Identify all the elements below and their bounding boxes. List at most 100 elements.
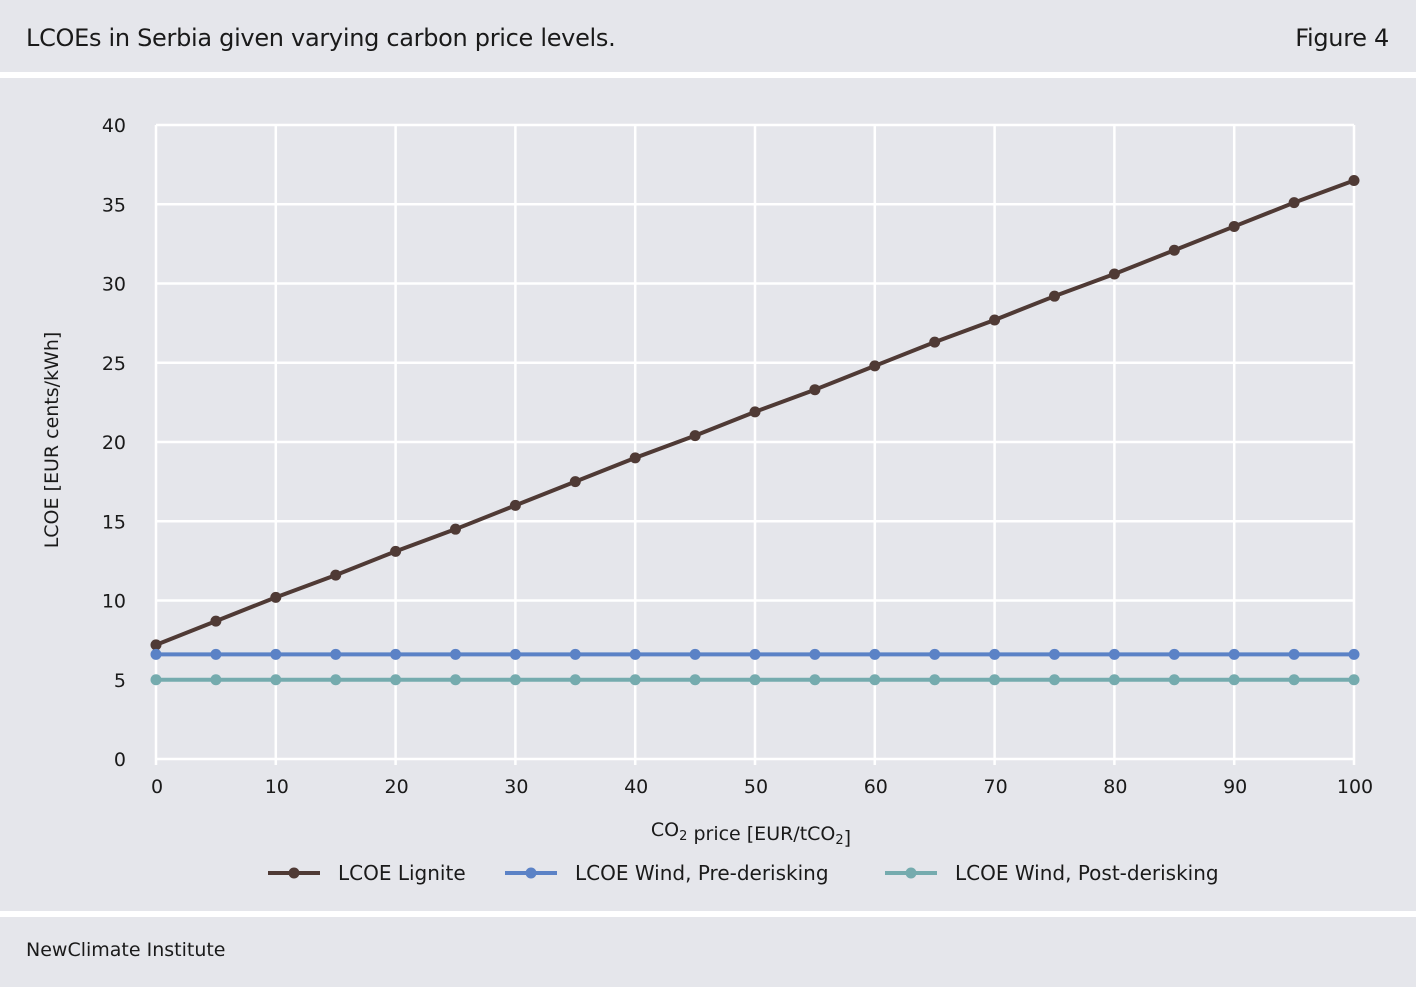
data-point — [989, 314, 1001, 326]
chart-area: 0 5 10 15 20 25 30 35 40 0 10 20 30 40 50 60 70 80 90 100 L… — [0, 78, 1416, 911]
data-point — [450, 648, 461, 660]
data-point — [1049, 648, 1060, 660]
data-point — [749, 406, 761, 418]
data-point — [749, 674, 761, 686]
x-tick-label: 10 — [265, 776, 289, 798]
x-tick-label: 40 — [624, 776, 648, 798]
data-point — [1288, 674, 1300, 686]
legend-swatch-marker — [525, 867, 537, 879]
data-point — [210, 674, 222, 686]
data-point — [989, 648, 1001, 660]
y-axis-label: LCOE [EUR cents/kWh] — [41, 332, 63, 549]
data-point — [1228, 220, 1240, 232]
data-point — [689, 430, 701, 442]
data-point — [1049, 290, 1060, 302]
y-tick-label: 30 — [102, 274, 126, 296]
data-point — [1348, 648, 1360, 660]
data-point — [390, 648, 402, 660]
data-point — [869, 648, 881, 660]
data-point — [809, 648, 821, 660]
data-point — [1049, 674, 1060, 686]
data-point — [509, 674, 521, 686]
x-tick-label: 100 — [1337, 776, 1373, 798]
figure-number: Figure 4 — [1295, 24, 1389, 52]
line-chart: 0 5 10 15 20 25 30 35 40 0 10 20 30 40 50 60 70 80 90 100 L… — [41, 115, 1373, 885]
y-tick-label: 0 — [114, 749, 126, 771]
data-point — [1108, 674, 1120, 686]
source-credit: NewClimate Institute — [26, 939, 226, 961]
data-point — [569, 648, 581, 660]
legend-swatch-marker — [288, 867, 300, 879]
x-tick-label: 50 — [744, 776, 768, 798]
data-point — [390, 674, 402, 686]
data-point — [270, 648, 282, 660]
x-tick-label: 70 — [984, 776, 1008, 798]
x-tick-label: 90 — [1223, 776, 1247, 798]
data-point — [929, 674, 941, 686]
data-point — [450, 523, 461, 535]
y-tick-label: 15 — [102, 511, 126, 533]
data-point — [1288, 197, 1300, 209]
data-point — [450, 674, 461, 686]
data-point — [1228, 674, 1240, 686]
data-point — [330, 569, 342, 581]
data-point — [210, 648, 222, 660]
x-tick-label: 20 — [385, 776, 409, 798]
x-axis-label: CO2 price [EUR/tCO2] — [651, 819, 851, 849]
data-point — [509, 648, 521, 660]
data-point — [869, 360, 881, 372]
data-point — [929, 648, 941, 660]
data-point — [150, 674, 162, 686]
y-tick-label: 40 — [102, 115, 126, 137]
legend: LCOE Lignite LCOE Wind, Pre-derisking LCOE… — [268, 861, 1219, 885]
data-point — [629, 674, 641, 686]
data-point — [330, 674, 342, 686]
data-point — [989, 674, 1001, 686]
legend-label: LCOE Wind, Pre-derisking — [575, 861, 829, 885]
data-point — [1168, 648, 1180, 660]
series-2 — [150, 648, 1360, 660]
data-point — [1348, 674, 1360, 686]
data-point — [1108, 648, 1120, 660]
data-point — [869, 674, 881, 686]
series-1 — [150, 174, 1360, 651]
data-point — [629, 452, 641, 464]
data-point — [270, 591, 282, 603]
data-point — [689, 648, 701, 660]
data-point — [1108, 268, 1120, 280]
data-point — [150, 648, 162, 660]
data-point — [929, 336, 941, 348]
legend-swatch-marker — [905, 867, 917, 879]
tick-labels: 0 5 10 15 20 25 30 35 40 0 10 20 30 40 50 60 70 80 90 100 — [102, 115, 1373, 798]
data-point — [569, 476, 581, 488]
data-point — [150, 639, 162, 651]
legend-label: LCOE Wind, Post-derisking — [955, 861, 1219, 885]
figure-header: LCOEs in Serbia given varying carbon pri… — [0, 0, 1416, 72]
data-point — [1288, 648, 1300, 660]
y-tick-label: 10 — [102, 591, 126, 613]
x-tick-label: 0 — [151, 776, 163, 798]
data-point — [809, 674, 821, 686]
figure-footer: NewClimate Institute — [0, 917, 1416, 987]
x-tick-label: 30 — [504, 776, 528, 798]
x-tick-label: 80 — [1103, 776, 1127, 798]
data-point — [330, 648, 342, 660]
series-lines — [150, 174, 1360, 686]
data-point — [390, 545, 402, 557]
x-tick-label: 60 — [864, 776, 888, 798]
data-point — [1168, 674, 1180, 686]
data-point — [1228, 648, 1240, 660]
data-point — [210, 615, 222, 627]
data-point — [569, 674, 581, 686]
figure-title: LCOEs in Serbia given varying carbon pri… — [26, 24, 616, 52]
y-tick-label: 20 — [102, 432, 126, 454]
y-tick-label: 35 — [102, 194, 126, 216]
legend-item: LCOE Lignite — [268, 861, 466, 885]
data-point — [689, 674, 701, 686]
data-point — [749, 648, 761, 660]
y-tick-label: 25 — [102, 353, 126, 375]
legend-item: LCOE Wind, Pre-derisking — [505, 861, 829, 885]
data-point — [270, 674, 282, 686]
data-point — [1348, 174, 1360, 186]
gridlines — [154, 123, 1356, 765]
